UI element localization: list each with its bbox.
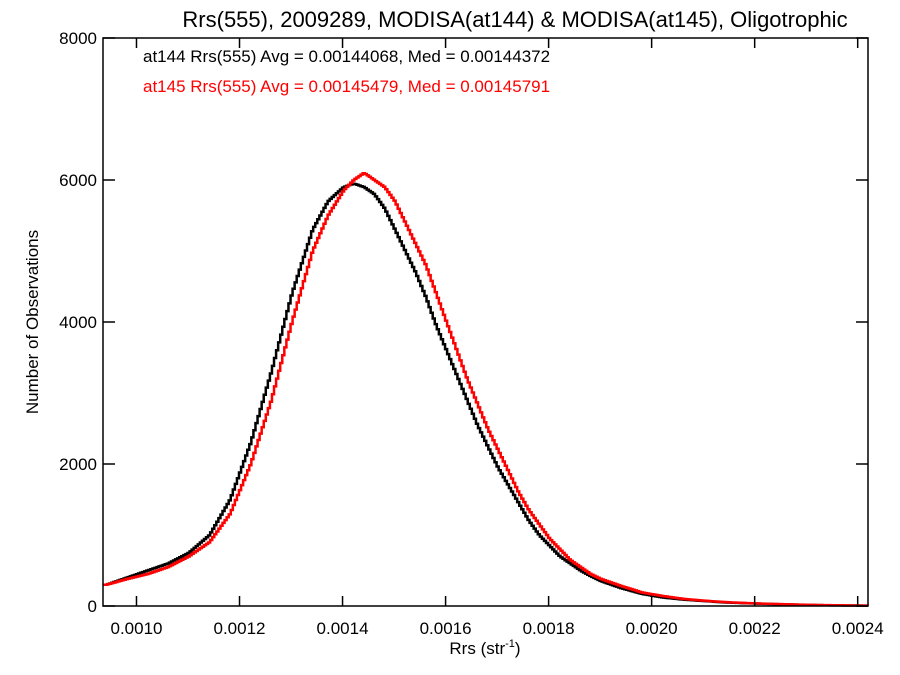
y-tick-label: 0 [88,597,97,616]
x-tick-label: 0.0016 [420,619,472,638]
legend-entry-at145: at145 Rrs(555) Avg = 0.00145479, Med = 0… [143,77,550,96]
plot-area [103,172,869,607]
legend-entry-at144: at144 Rrs(555) Avg = 0.00144068, Med = 0… [143,47,550,66]
series-line-at144 [103,182,869,607]
x-tick-label: 0.0018 [523,619,575,638]
x-axis-label-text: Rrs (str [449,639,505,658]
series-line-at145 [103,172,869,607]
x-tick-label: 0.0012 [214,619,266,638]
x-axis-label-superscript: -1 [505,638,515,650]
x-tick-label: 0.0020 [626,619,678,638]
x-tick-label: 0.0010 [110,619,162,638]
x-tick-label: 0.0014 [317,619,369,638]
x-tick-label: 0.0022 [729,619,781,638]
y-tick-label: 8000 [59,29,97,48]
x-axis-label-close: ) [515,639,521,658]
y-axis: 0 2000 4000 6000 8000 [59,29,868,616]
y-tick-label: 2000 [59,455,97,474]
x-axis: 0.0010 0.0012 0.0014 0.0016 0.0018 0.0020 0.00… [110,38,884,638]
x-axis-label: Rrs (str-1) [449,638,520,658]
y-axis-label: Number of Observations [23,230,42,414]
y-tick-label: 4000 [59,313,97,332]
y-tick-label: 6000 [59,171,97,190]
x-tick-label: 0.0024 [832,619,884,638]
chart-title: Rrs(555), 2009289, MODISA(at144) & MODIS… [182,7,847,32]
